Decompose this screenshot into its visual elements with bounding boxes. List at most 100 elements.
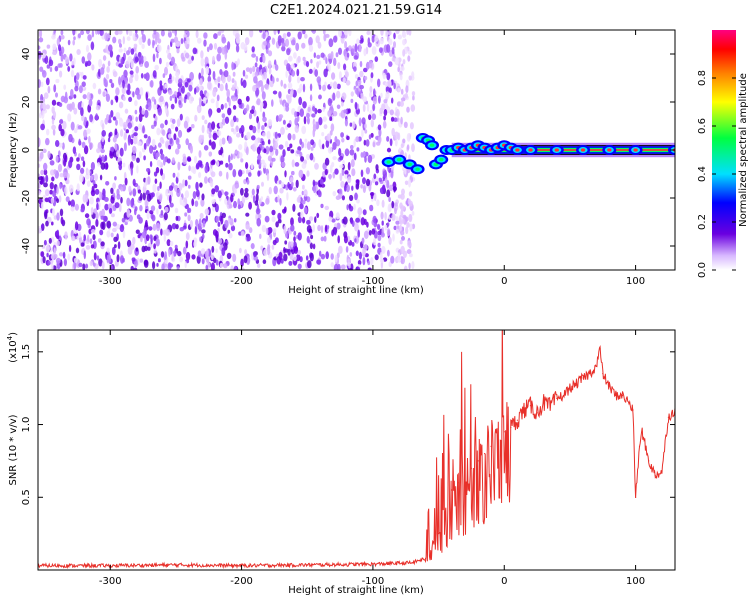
noise-speckle (96, 202, 99, 211)
noise-speckle (284, 240, 288, 245)
noise-speckle (139, 192, 143, 201)
noise-speckle (389, 138, 393, 147)
noise-speckle (237, 204, 241, 210)
noise-speckle (228, 203, 233, 209)
noise-speckle (74, 203, 79, 211)
noise-speckle (155, 222, 161, 232)
noise-speckle (348, 30, 352, 37)
noise-speckle (43, 239, 47, 246)
noise-speckle (169, 194, 172, 204)
noise-speckle (165, 188, 169, 197)
noise-speckle (126, 36, 131, 42)
noise-speckle (193, 240, 197, 248)
noise-speckle (361, 129, 364, 138)
noise-speckle (55, 140, 60, 147)
noise-speckle (86, 218, 91, 226)
noise-speckle (294, 117, 299, 126)
noise-speckle (169, 137, 173, 145)
noise-speckle (130, 167, 133, 176)
noise-speckle (391, 47, 395, 55)
noise-speckle (184, 190, 190, 199)
noise-speckle (110, 187, 114, 194)
noise-speckle (80, 208, 85, 213)
noise-speckle (126, 50, 130, 56)
noise-speckle (361, 37, 364, 43)
noise-speckle (70, 199, 76, 208)
noise-speckle (191, 124, 195, 129)
noise-speckle (344, 118, 348, 127)
noise-speckle (40, 251, 45, 258)
noise-speckle (235, 149, 238, 155)
noise-speckle (176, 48, 180, 54)
noise-speckle (60, 30, 64, 36)
y-tick-label: 0.5 (21, 489, 32, 505)
noise-speckle (157, 258, 161, 263)
noise-speckle (268, 67, 272, 75)
noise-speckle (387, 30, 392, 36)
noise-speckle (272, 239, 277, 246)
noise-speckle (146, 138, 150, 147)
noise-speckle (131, 134, 134, 139)
noise-speckle (341, 92, 347, 101)
noise-speckle (346, 204, 349, 211)
noise-speckle (290, 63, 295, 69)
noise-speckle (220, 103, 224, 110)
noise-speckle (170, 103, 175, 110)
noise-speckle (364, 253, 369, 258)
noise-speckle (302, 101, 307, 109)
noise-speckle (136, 93, 142, 100)
noise-speckle (171, 30, 175, 34)
noise-speckle (240, 42, 246, 50)
noise-speckle (179, 256, 184, 263)
noise-speckle (410, 104, 416, 112)
noise-speckle (363, 230, 369, 239)
noise-speckle (97, 88, 102, 95)
noise-speckle (263, 148, 267, 154)
noise-speckle (354, 74, 359, 79)
noise-speckle (135, 247, 139, 252)
noise-speckle (175, 215, 179, 221)
noise-speckle (159, 181, 162, 189)
noise-speckle (323, 68, 328, 78)
noise-speckle (48, 59, 54, 67)
noise-speckle (169, 240, 174, 247)
noise-speckle (330, 262, 334, 268)
noise-speckle (181, 56, 186, 62)
noise-speckle (399, 74, 403, 81)
noise-speckle (90, 161, 95, 171)
noise-speckle (305, 61, 310, 68)
noise-speckle (394, 131, 399, 140)
snr-point (654, 474, 656, 477)
snr-point (490, 445, 492, 447)
noise-speckle (49, 182, 54, 190)
noise-speckle (134, 208, 137, 216)
noise-speckle (350, 98, 354, 103)
noise-speckle (200, 248, 206, 255)
noise-speckle (173, 133, 177, 141)
noise-speckle (292, 133, 296, 141)
noise-speckle (369, 91, 373, 98)
noise-speckle (43, 182, 48, 188)
noise-speckle (221, 137, 226, 145)
noise-speckle (406, 249, 412, 255)
noise-speckle (149, 161, 153, 168)
y-tick-label: 20 (21, 96, 32, 109)
noise-speckle (239, 247, 242, 254)
noise-speckle (233, 265, 237, 270)
noise-speckle (210, 262, 215, 270)
noise-speckle (248, 201, 253, 210)
signal-blob-core (429, 143, 435, 147)
noise-speckle (253, 252, 257, 258)
noise-speckle (75, 247, 80, 254)
noise-speckle (306, 112, 310, 119)
noise-speckle (211, 121, 216, 130)
noise-speckle (179, 197, 183, 206)
noise-speckle (85, 263, 89, 269)
noise-speckle (344, 170, 349, 176)
noise-speckle (271, 157, 276, 162)
noise-speckle (411, 210, 415, 216)
noise-speckle (42, 256, 46, 264)
noise-speckle (201, 193, 205, 201)
noise-speckle (358, 251, 362, 260)
